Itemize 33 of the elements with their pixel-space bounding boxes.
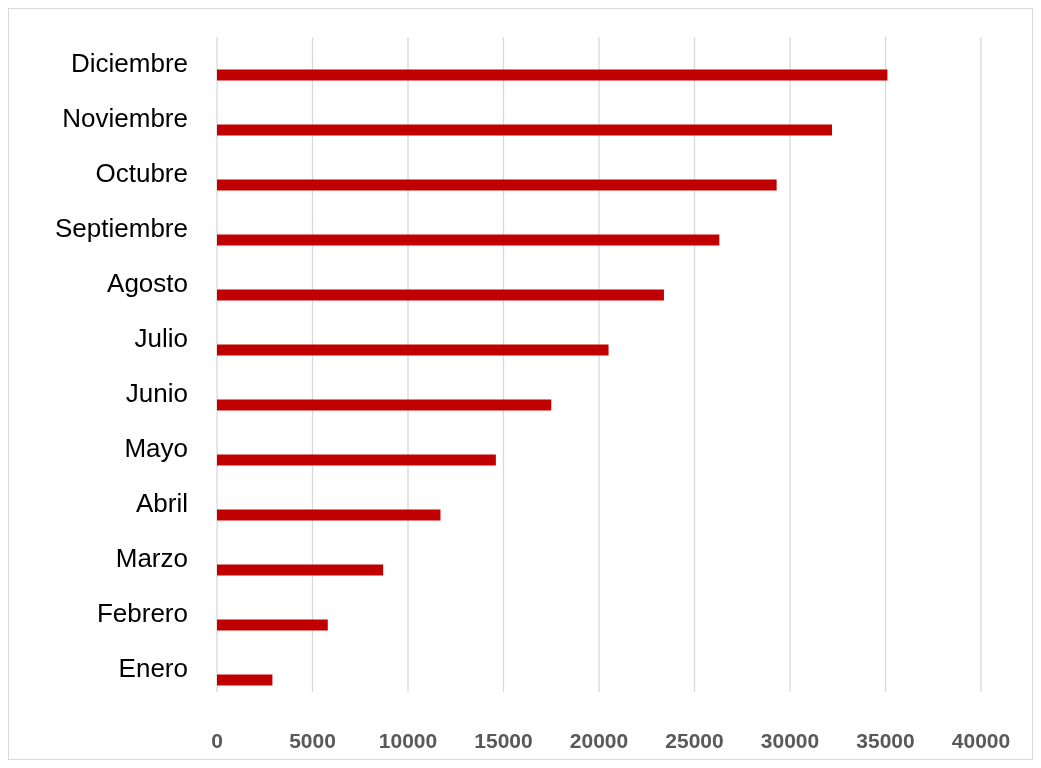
y-tick-label: Abril — [135, 488, 188, 519]
x-tick-label: 30000 — [760, 729, 820, 752]
bar — [217, 344, 609, 356]
y-tick-label: Enero — [118, 653, 188, 684]
bar — [217, 509, 441, 521]
x-tick-label: 35000 — [856, 729, 915, 752]
bar — [217, 619, 328, 631]
y-tick-label: Agosto — [107, 268, 188, 299]
bar — [217, 69, 888, 81]
x-tick-label: 40000 — [951, 729, 1011, 752]
bar — [217, 234, 720, 246]
bar — [217, 289, 664, 301]
y-tick-label: Mayo — [124, 433, 188, 464]
y-tick-label: Septiembre — [55, 213, 188, 244]
y-tick-label: Diciembre — [70, 48, 188, 79]
y-tick-label: Julio — [134, 323, 188, 354]
bar — [217, 674, 273, 686]
bar — [217, 564, 384, 576]
bar — [217, 124, 833, 136]
bar — [217, 399, 552, 411]
x-tick-label: 0 — [211, 729, 223, 752]
bar — [217, 454, 496, 466]
x-tick-label: 25000 — [665, 729, 724, 752]
y-tick-label: Octubre — [95, 158, 188, 189]
x-tick-label: 15000 — [474, 729, 533, 752]
y-tick-label: Junio — [125, 378, 188, 409]
y-tick-label: Febrero — [96, 598, 188, 629]
x-tick-label: 20000 — [569, 729, 629, 752]
y-tick-label: Noviembre — [62, 103, 188, 134]
x-tick-label: 5000 — [289, 729, 336, 752]
y-tick-label: Marzo — [115, 543, 188, 574]
bar — [217, 179, 777, 191]
x-tick-label: 10000 — [378, 729, 438, 752]
